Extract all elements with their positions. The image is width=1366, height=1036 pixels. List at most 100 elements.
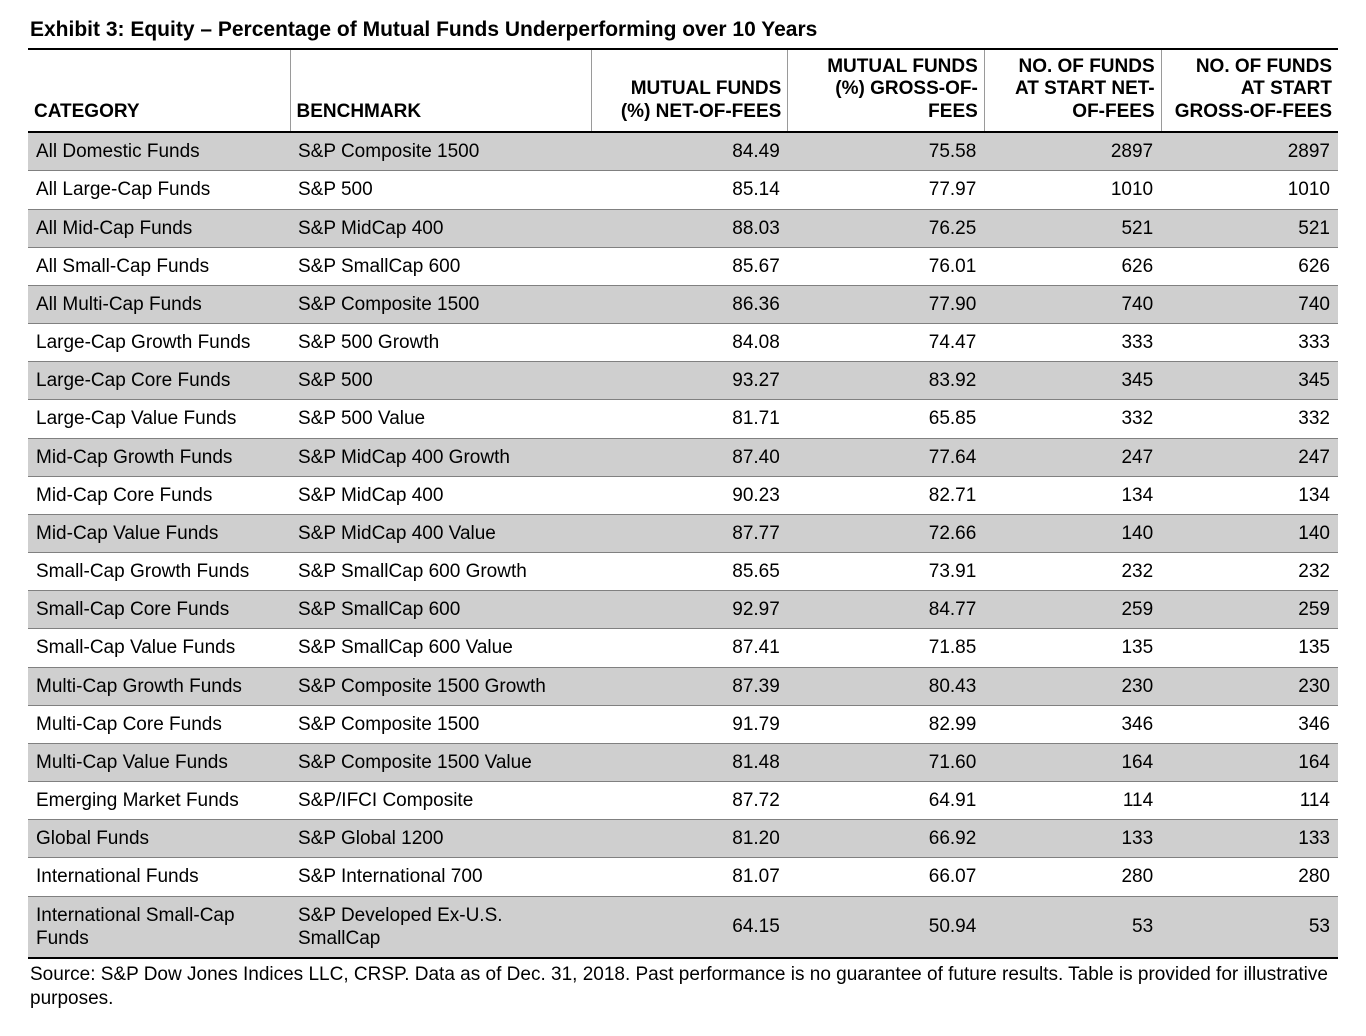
cell-nfunds-gross: 1010 (1161, 171, 1338, 209)
cell-benchmark: S&P SmallCap 600 Growth (290, 553, 591, 591)
cell-category: Emerging Market Funds (28, 782, 290, 820)
table-row: All Large-Cap FundsS&P 50085.1477.971010… (28, 171, 1338, 209)
table-row: All Mid-Cap FundsS&P MidCap 40088.0376.2… (28, 209, 1338, 247)
cell-benchmark: S&P MidCap 400 (290, 476, 591, 514)
cell-nfunds-gross: 230 (1161, 667, 1338, 705)
table-row: All Multi-Cap FundsS&P Composite 150086.… (28, 285, 1338, 323)
table-row: Mid-Cap Core FundsS&P MidCap 40090.2382.… (28, 476, 1338, 514)
cell-nfunds-net: 626 (984, 247, 1161, 285)
table-row: International Small-Cap FundsS&P Develop… (28, 896, 1338, 958)
cell-gross: 72.66 (788, 514, 985, 552)
table-row: Global FundsS&P Global 120081.2066.92133… (28, 820, 1338, 858)
cell-nfunds-gross: 247 (1161, 438, 1338, 476)
cell-net: 91.79 (591, 705, 788, 743)
cell-nfunds-net: 345 (984, 362, 1161, 400)
cell-nfunds-gross: 333 (1161, 324, 1338, 362)
cell-benchmark: S&P MidCap 400 Value (290, 514, 591, 552)
cell-net: 87.77 (591, 514, 788, 552)
table-row: Small-Cap Growth FundsS&P SmallCap 600 G… (28, 553, 1338, 591)
cell-gross: 65.85 (788, 400, 985, 438)
table-row: Multi-Cap Value FundsS&P Composite 1500 … (28, 743, 1338, 781)
cell-benchmark: S&P Composite 1500 Growth (290, 667, 591, 705)
cell-net: 81.20 (591, 820, 788, 858)
cell-category: Small-Cap Value Funds (28, 629, 290, 667)
cell-nfunds-gross: 740 (1161, 285, 1338, 323)
cell-gross: 74.47 (788, 324, 985, 362)
cell-gross: 82.99 (788, 705, 985, 743)
cell-net: 87.72 (591, 782, 788, 820)
table-row: Large-Cap Core FundsS&P 50093.2783.92345… (28, 362, 1338, 400)
col-benchmark: BENCHMARK (290, 50, 591, 132)
cell-gross: 76.01 (788, 247, 985, 285)
exhibit-title: Exhibit 3: Equity – Percentage of Mutual… (28, 18, 1338, 50)
cell-category: All Small-Cap Funds (28, 247, 290, 285)
cell-nfunds-net: 140 (984, 514, 1161, 552)
cell-nfunds-gross: 346 (1161, 705, 1338, 743)
cell-category: All Large-Cap Funds (28, 171, 290, 209)
cell-net: 85.65 (591, 553, 788, 591)
cell-category: Small-Cap Core Funds (28, 591, 290, 629)
table-header-row: CATEGORY BENCHMARK MUTUAL FUNDS (%) NET-… (28, 50, 1338, 132)
cell-category: Global Funds (28, 820, 290, 858)
cell-net: 85.14 (591, 171, 788, 209)
cell-benchmark: S&P SmallCap 600 (290, 247, 591, 285)
cell-benchmark: S&P 500 (290, 171, 591, 209)
cell-category: International Small-Cap Funds (28, 896, 290, 958)
cell-net: 84.49 (591, 132, 788, 171)
source-note: Source: S&P Dow Jones Indices LLC, CRSP.… (28, 959, 1338, 1012)
cell-category: Multi-Cap Growth Funds (28, 667, 290, 705)
cell-category: All Domestic Funds (28, 132, 290, 171)
cell-net: 81.07 (591, 858, 788, 896)
cell-gross: 64.91 (788, 782, 985, 820)
cell-benchmark: S&P MidCap 400 (290, 209, 591, 247)
cell-nfunds-gross: 140 (1161, 514, 1338, 552)
cell-nfunds-net: 521 (984, 209, 1161, 247)
cell-category: All Multi-Cap Funds (28, 285, 290, 323)
cell-nfunds-net: 346 (984, 705, 1161, 743)
cell-category: All Mid-Cap Funds (28, 209, 290, 247)
cell-nfunds-net: 135 (984, 629, 1161, 667)
cell-nfunds-gross: 626 (1161, 247, 1338, 285)
table-row: All Domestic FundsS&P Composite 150084.4… (28, 132, 1338, 171)
cell-nfunds-gross: 345 (1161, 362, 1338, 400)
cell-nfunds-net: 133 (984, 820, 1161, 858)
cell-gross: 73.91 (788, 553, 985, 591)
cell-net: 81.71 (591, 400, 788, 438)
cell-gross: 66.92 (788, 820, 985, 858)
table-row: Small-Cap Core FundsS&P SmallCap 60092.9… (28, 591, 1338, 629)
cell-nfunds-gross: 135 (1161, 629, 1338, 667)
cell-nfunds-net: 2897 (984, 132, 1161, 171)
table-row: International FundsS&P International 700… (28, 858, 1338, 896)
cell-nfunds-net: 232 (984, 553, 1161, 591)
cell-nfunds-gross: 521 (1161, 209, 1338, 247)
cell-gross: 71.60 (788, 743, 985, 781)
cell-category: Small-Cap Growth Funds (28, 553, 290, 591)
cell-gross: 80.43 (788, 667, 985, 705)
cell-nfunds-gross: 114 (1161, 782, 1338, 820)
cell-benchmark: S&P/IFCI Composite (290, 782, 591, 820)
cell-nfunds-gross: 53 (1161, 896, 1338, 958)
cell-benchmark: S&P 500 Growth (290, 324, 591, 362)
cell-gross: 50.94 (788, 896, 985, 958)
cell-gross: 83.92 (788, 362, 985, 400)
col-nfunds-net: NO. OF FUNDS AT START NET-OF-FEES (984, 50, 1161, 132)
cell-nfunds-gross: 164 (1161, 743, 1338, 781)
table-row: Large-Cap Value FundsS&P 500 Value81.716… (28, 400, 1338, 438)
cell-category: Multi-Cap Value Funds (28, 743, 290, 781)
table-row: Large-Cap Growth FundsS&P 500 Growth84.0… (28, 324, 1338, 362)
table-row: Multi-Cap Core FundsS&P Composite 150091… (28, 705, 1338, 743)
cell-net: 85.67 (591, 247, 788, 285)
cell-gross: 71.85 (788, 629, 985, 667)
col-nfunds-gross: NO. OF FUNDS AT START GROSS-OF-FEES (1161, 50, 1338, 132)
col-gross-pct: MUTUAL FUNDS (%) GROSS-OF-FEES (788, 50, 985, 132)
cell-benchmark: S&P Composite 1500 (290, 705, 591, 743)
cell-benchmark: S&P 500 Value (290, 400, 591, 438)
cell-nfunds-gross: 232 (1161, 553, 1338, 591)
cell-net: 84.08 (591, 324, 788, 362)
cell-net: 87.39 (591, 667, 788, 705)
cell-benchmark: S&P SmallCap 600 Value (290, 629, 591, 667)
cell-gross: 77.64 (788, 438, 985, 476)
cell-nfunds-net: 247 (984, 438, 1161, 476)
cell-gross: 84.77 (788, 591, 985, 629)
cell-benchmark: S&P SmallCap 600 (290, 591, 591, 629)
